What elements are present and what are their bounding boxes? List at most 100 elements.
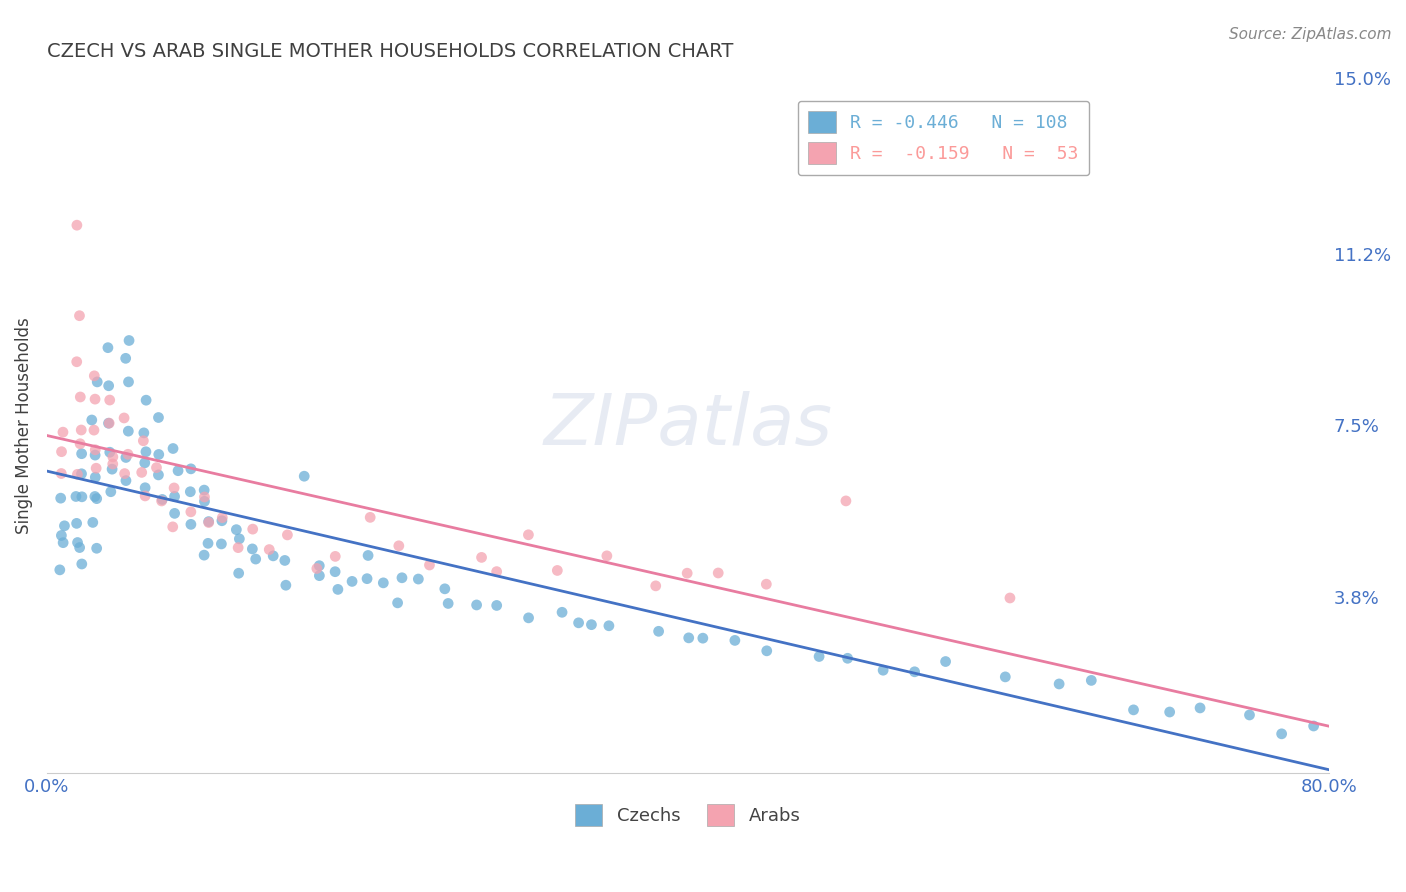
Point — [808, 649, 831, 664]
Point — [242, 522, 264, 536]
Point — [755, 577, 778, 591]
Point — [65, 490, 87, 504]
Point — [101, 462, 124, 476]
Point — [69, 436, 91, 450]
Point — [1271, 727, 1294, 741]
Point — [114, 467, 136, 481]
Point — [305, 561, 328, 575]
Point — [83, 423, 105, 437]
Point — [115, 474, 138, 488]
Point — [692, 631, 714, 645]
Point — [51, 528, 73, 542]
Point — [145, 460, 167, 475]
Point — [66, 218, 89, 232]
Point — [262, 549, 284, 563]
Point — [98, 445, 121, 459]
Point — [644, 579, 666, 593]
Point — [245, 552, 267, 566]
Legend: Czechs, Arabs: Czechs, Arabs — [568, 797, 808, 833]
Point — [69, 390, 91, 404]
Point — [647, 624, 669, 639]
Point — [66, 467, 89, 482]
Point — [388, 539, 411, 553]
Point — [66, 355, 89, 369]
Point — [86, 491, 108, 506]
Point — [167, 464, 190, 478]
Point — [240, 541, 263, 556]
Point — [835, 494, 858, 508]
Point — [707, 566, 730, 580]
Point — [418, 558, 440, 572]
Point — [86, 375, 108, 389]
Point — [326, 582, 349, 597]
Point — [581, 617, 603, 632]
Point — [517, 611, 540, 625]
Point — [1047, 677, 1070, 691]
Point — [84, 461, 107, 475]
Point — [70, 557, 93, 571]
Point — [52, 425, 75, 439]
Point — [323, 565, 346, 579]
Point — [101, 450, 124, 464]
Point — [551, 605, 574, 619]
Point — [994, 670, 1017, 684]
Point — [598, 619, 620, 633]
Point — [118, 334, 141, 348]
Point — [340, 574, 363, 589]
Point — [115, 450, 138, 465]
Point — [724, 633, 747, 648]
Point — [568, 615, 591, 630]
Point — [150, 494, 173, 508]
Point — [1080, 673, 1102, 688]
Point — [101, 457, 124, 471]
Point — [70, 467, 93, 481]
Text: Source: ZipAtlas.com: Source: ZipAtlas.com — [1229, 27, 1392, 42]
Point — [49, 491, 72, 505]
Point — [226, 541, 249, 555]
Point — [97, 341, 120, 355]
Point — [66, 535, 89, 549]
Point — [86, 541, 108, 556]
Point — [148, 467, 170, 482]
Point — [755, 644, 778, 658]
Point — [596, 549, 619, 563]
Point — [114, 351, 136, 366]
Point — [437, 597, 460, 611]
Point — [135, 393, 157, 408]
Point — [391, 571, 413, 585]
Point — [117, 375, 139, 389]
Point — [162, 442, 184, 456]
Point — [134, 481, 156, 495]
Point — [357, 549, 380, 563]
Point — [193, 548, 215, 562]
Point — [52, 535, 75, 549]
Text: ZIPatlas: ZIPatlas — [544, 391, 832, 459]
Point — [53, 518, 76, 533]
Point — [546, 564, 568, 578]
Point — [323, 549, 346, 564]
Point — [225, 523, 247, 537]
Point — [228, 566, 250, 581]
Point — [1189, 701, 1212, 715]
Point — [163, 490, 186, 504]
Point — [471, 550, 494, 565]
Point — [676, 566, 699, 581]
Point — [433, 582, 456, 596]
Point — [51, 467, 73, 481]
Point — [211, 514, 233, 528]
Point — [274, 578, 297, 592]
Point — [132, 434, 155, 448]
Point — [84, 448, 107, 462]
Point — [308, 558, 330, 573]
Point — [197, 516, 219, 530]
Point — [70, 447, 93, 461]
Point — [150, 492, 173, 507]
Point — [98, 392, 121, 407]
Point — [872, 663, 894, 677]
Point — [904, 665, 927, 679]
Point — [465, 598, 488, 612]
Point — [148, 447, 170, 461]
Point — [135, 444, 157, 458]
Point — [485, 599, 508, 613]
Point — [134, 489, 156, 503]
